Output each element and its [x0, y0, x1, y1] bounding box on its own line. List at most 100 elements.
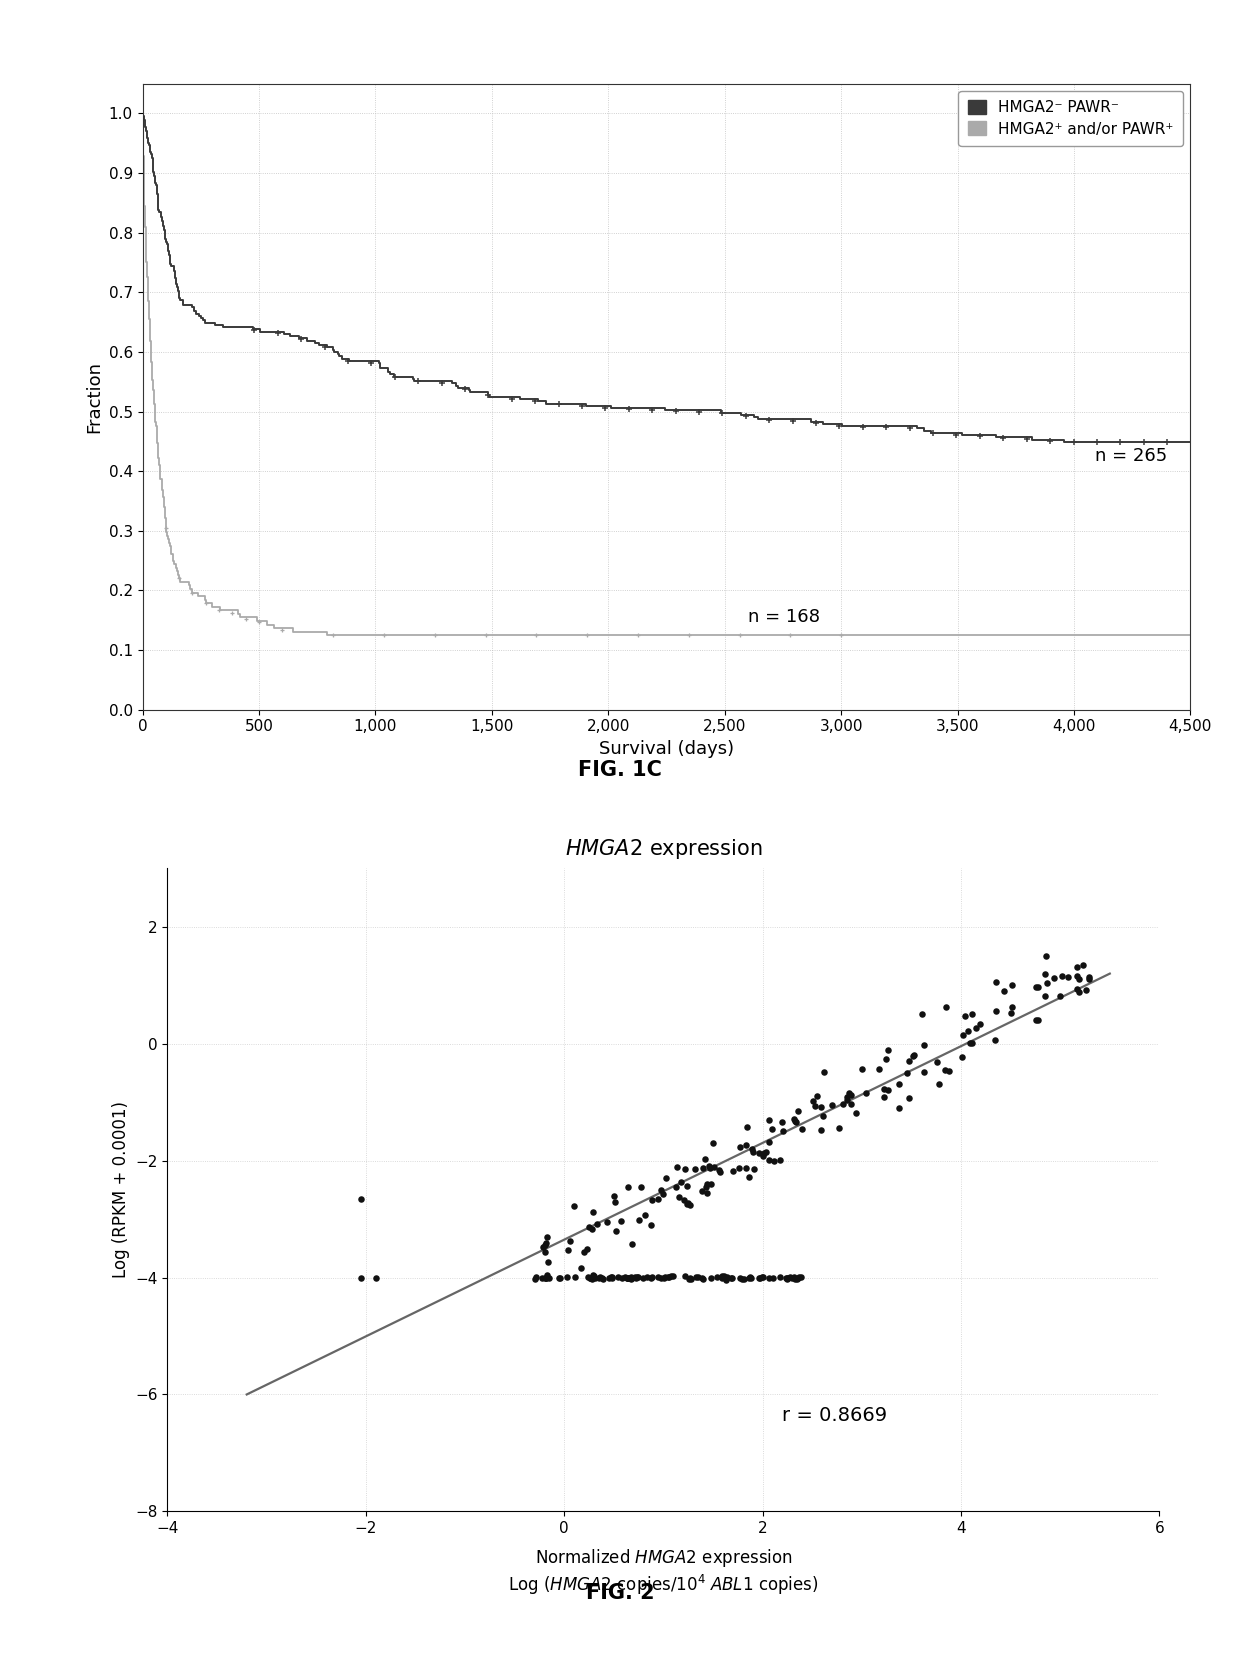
Point	[1037, 970, 1056, 997]
Point	[786, 1109, 806, 1136]
Point	[627, 1264, 647, 1291]
Point	[737, 1132, 756, 1159]
Point	[702, 1171, 722, 1197]
Point	[804, 1087, 823, 1114]
Point	[929, 1070, 949, 1097]
Point	[641, 1264, 661, 1291]
Point	[572, 1254, 591, 1281]
Title: $\mathit{HMGA2}$ expression: $\mathit{HMGA2}$ expression	[564, 837, 763, 860]
Point	[670, 1184, 689, 1211]
Point	[763, 1116, 782, 1142]
Point	[742, 1264, 761, 1291]
Point	[680, 1266, 699, 1293]
Point	[759, 1107, 779, 1134]
Point	[966, 1015, 986, 1042]
Point	[1028, 974, 1048, 1000]
Point	[676, 1263, 696, 1289]
Point	[549, 1266, 569, 1293]
Point	[730, 1134, 750, 1161]
Point	[621, 1264, 641, 1291]
Point	[600, 1264, 620, 1291]
Point	[618, 1264, 637, 1291]
Point	[954, 1020, 973, 1047]
Point	[671, 1169, 691, 1196]
Point	[526, 1264, 546, 1291]
Point	[532, 1264, 552, 1291]
Point	[877, 1045, 897, 1072]
Point	[526, 1266, 546, 1293]
Point	[914, 1032, 934, 1059]
Point	[1034, 984, 1054, 1010]
Point	[1037, 942, 1056, 969]
Text: FIG. 2: FIG. 2	[585, 1583, 655, 1603]
Point	[723, 1157, 743, 1184]
Point	[600, 1264, 620, 1291]
Point	[903, 1042, 923, 1069]
Point	[732, 1266, 751, 1293]
Point	[734, 1266, 754, 1293]
Point	[837, 1087, 857, 1114]
Point	[694, 1146, 714, 1172]
Point	[813, 1059, 833, 1086]
Point	[707, 1263, 727, 1289]
Point	[703, 1131, 723, 1157]
Point	[590, 1264, 610, 1291]
Point	[756, 1139, 776, 1166]
Point	[952, 1044, 972, 1070]
Point	[536, 1266, 556, 1293]
Point	[1052, 962, 1071, 989]
Point	[583, 1263, 603, 1289]
Point	[789, 1097, 808, 1124]
Point	[1035, 960, 1055, 987]
Point	[534, 1264, 554, 1291]
Point	[712, 1263, 732, 1289]
Point	[651, 1177, 671, 1204]
Point	[711, 1159, 730, 1186]
Point	[681, 1266, 701, 1293]
Point	[1027, 1007, 1047, 1034]
Point	[770, 1264, 790, 1291]
Point	[759, 1129, 779, 1156]
Point	[777, 1264, 797, 1291]
Point	[616, 1264, 636, 1291]
Point	[807, 1084, 827, 1111]
Point	[598, 1209, 618, 1236]
Point	[680, 1264, 699, 1291]
Point	[717, 1264, 737, 1291]
Point	[701, 1264, 720, 1291]
Point	[787, 1266, 807, 1293]
Point	[959, 1017, 978, 1044]
Point	[534, 1231, 554, 1258]
Point	[1076, 977, 1096, 1004]
Point	[585, 1264, 605, 1291]
Point	[939, 1057, 959, 1084]
Point	[740, 1264, 760, 1291]
Legend: HMGA2⁻ PAWR⁻, HMGA2⁺ and/or PAWR⁺: HMGA2⁻ PAWR⁻, HMGA2⁺ and/or PAWR⁺	[959, 92, 1183, 145]
Point	[564, 1192, 584, 1219]
Point	[704, 1154, 724, 1181]
Point	[914, 1059, 934, 1086]
X-axis label: Survival (days): Survival (days)	[599, 740, 734, 758]
Point	[1027, 974, 1047, 1000]
Point	[366, 1264, 386, 1291]
Point	[641, 1212, 661, 1239]
Point	[791, 1264, 811, 1291]
Point	[578, 1264, 598, 1291]
Point	[759, 1264, 779, 1291]
Point	[658, 1264, 678, 1291]
Point	[558, 1236, 578, 1263]
Point	[846, 1101, 866, 1127]
Point	[897, 1060, 916, 1087]
Point	[658, 1264, 678, 1291]
Point	[1068, 962, 1087, 989]
Point	[754, 1141, 774, 1167]
Point	[606, 1217, 626, 1244]
Point	[713, 1266, 733, 1293]
Point	[811, 1094, 831, 1121]
Point	[753, 1142, 773, 1169]
Point	[557, 1264, 577, 1291]
Point	[666, 1174, 686, 1201]
Point	[692, 1264, 712, 1291]
Point	[697, 1179, 717, 1206]
Point	[776, 1266, 796, 1293]
